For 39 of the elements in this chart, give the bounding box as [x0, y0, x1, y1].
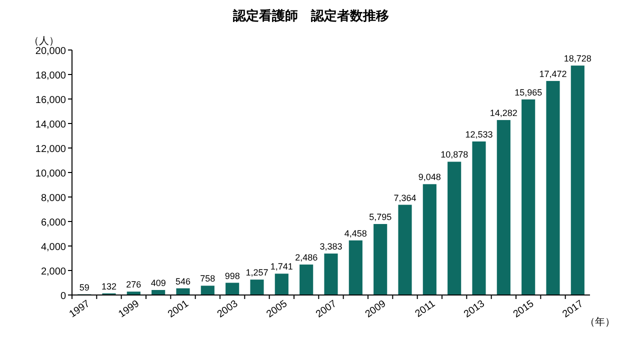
data-label: 10,878: [440, 150, 468, 160]
data-label: 1,257: [246, 268, 268, 278]
data-label: 2,486: [295, 252, 318, 263]
data-label: 409: [150, 278, 166, 288]
y-tick-label: 2,000: [40, 266, 66, 278]
data-label: 14,282: [490, 108, 518, 118]
y-tick-label: 6,000: [40, 218, 66, 228]
x-tick-label: 2001: [166, 298, 192, 320]
data-label: 15,965: [514, 87, 542, 98]
y-tick-label: 18,000: [35, 70, 66, 82]
y-tick-label: 4,000: [40, 242, 66, 253]
y-tick-label: 8,000: [40, 193, 66, 204]
y-axis-title: （人）: [29, 36, 59, 47]
data-label: 132: [101, 281, 117, 292]
y-tick-label: 0: [60, 291, 66, 302]
data-label: 546: [175, 276, 191, 286]
x-tick-label: 2011: [413, 298, 438, 320]
data-label: 1,741: [270, 262, 293, 272]
y-tick-label: 12,000: [35, 144, 66, 155]
data-label: 998: [224, 270, 240, 281]
data-label: 59: [79, 282, 90, 292]
data-label: 276: [126, 280, 142, 290]
data-label: 17,472: [539, 68, 567, 79]
data-label: 5,795: [369, 212, 392, 222]
data-label: 12,533: [465, 129, 493, 140]
x-tick-label: 2009: [364, 298, 388, 320]
data-label: 4,458: [344, 228, 367, 238]
data-label: 18,728: [564, 54, 592, 64]
y-tick-label: 10,000: [35, 168, 66, 180]
y-tick-label: 16,000: [35, 95, 66, 106]
x-axis-title: （年）: [585, 316, 615, 328]
data-label: 758: [200, 274, 216, 284]
x-tick-label: 1999: [116, 298, 142, 320]
chart-title: 認定看護師 認定者数推移: [232, 8, 389, 23]
data-label: 7,364: [394, 192, 416, 203]
y-tick-label: 14,000: [35, 120, 66, 130]
y-tick-label: 20,000: [35, 46, 66, 57]
data-label: 3,383: [320, 242, 342, 252]
data-label: 9,048: [418, 172, 441, 182]
